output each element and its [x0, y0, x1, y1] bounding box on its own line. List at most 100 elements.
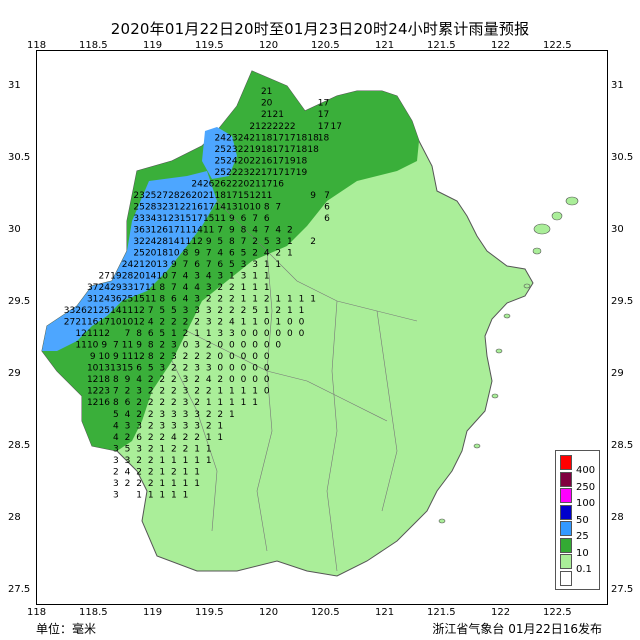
rain-value: 2	[194, 318, 200, 328]
rain-value: 1	[171, 490, 177, 500]
rain-value: 0	[287, 329, 293, 339]
rain-value: 9	[229, 225, 235, 235]
rain-value: 1	[264, 306, 270, 316]
rain-value: 0	[241, 341, 247, 351]
rain-value: 0	[287, 318, 293, 328]
rain-value: 2	[171, 375, 177, 385]
lon-tick-top-119.5: 119.5	[195, 40, 224, 51]
lon-tick-bottom-122: 122	[491, 607, 511, 618]
rain-value: 3	[183, 375, 189, 385]
rain-value: 2	[206, 341, 212, 351]
rain-value: 1	[252, 295, 258, 305]
rain-value: 4	[229, 318, 235, 328]
rain-value: 2	[159, 318, 165, 328]
rain-value: 20	[238, 179, 250, 189]
rain-value: 2	[229, 295, 235, 305]
rain-value: 7	[125, 329, 131, 339]
lon-tick-top-118.5: 118.5	[79, 40, 108, 51]
legend-label: 50	[576, 514, 589, 526]
rain-value: 24	[99, 283, 111, 293]
rain-value: 8	[183, 248, 189, 258]
rain-value: 8	[241, 225, 247, 235]
rain-value: 3	[113, 456, 119, 466]
rain-value: 12	[133, 352, 144, 362]
rain-value: 20	[133, 272, 145, 282]
rain-value: 2	[125, 479, 131, 489]
rain-value: 1	[241, 283, 247, 293]
rain-value: 20	[145, 260, 157, 270]
lat-tick-left-29.5: 29.5	[8, 296, 31, 307]
rain-value: 7	[252, 214, 258, 224]
rain-value: 21	[75, 318, 86, 328]
rain-value: 27	[64, 318, 75, 328]
rain-value: 2	[194, 352, 200, 362]
rain-value: 7	[206, 248, 212, 258]
county-boundaries	[171, 200, 418, 572]
legend-label: 400	[576, 465, 596, 476]
rain-value: 15	[180, 214, 191, 224]
rain-value: 0	[299, 318, 305, 328]
rain-value: 12	[87, 375, 98, 385]
rain-value: 3	[241, 272, 247, 282]
rain-value: 4	[113, 421, 119, 431]
rain-value: 1	[241, 387, 247, 397]
rain-value: 17	[284, 168, 295, 178]
rain-value: 3	[194, 272, 200, 282]
lon-tick-bottom-119: 119	[143, 607, 163, 618]
rain-value: 28	[168, 191, 180, 201]
legend-label: 25	[576, 531, 589, 542]
rain-value: 2	[171, 364, 177, 374]
rain-value: 3	[252, 260, 258, 270]
rain-value: 0	[241, 329, 247, 339]
lat-tick-left-31: 31	[8, 80, 21, 91]
rain-value: 23	[226, 133, 237, 143]
rain-value: 33	[133, 214, 144, 224]
rain-value: 0	[217, 352, 223, 362]
rain-value: 4	[113, 433, 119, 443]
rain-value: 18	[307, 145, 319, 155]
rain-value: 20	[261, 99, 273, 109]
rain-value: 1	[194, 467, 200, 477]
rain-value: 2	[136, 479, 142, 489]
rain-value: 24	[226, 156, 238, 166]
rain-value: 1	[217, 398, 223, 408]
rain-value: 2	[252, 237, 258, 247]
rain-value: 6	[136, 433, 142, 443]
lon-tick-top-120.5: 120.5	[311, 40, 340, 51]
rain-value: 2	[229, 306, 235, 316]
rain-value: 2	[183, 352, 189, 362]
rain-value: 0	[264, 352, 270, 362]
rain-value: 1	[310, 295, 316, 305]
rain-value: 4	[148, 318, 154, 328]
rain-value: 4	[125, 467, 131, 477]
rain-value: 0	[183, 341, 189, 351]
rain-value: 1	[287, 306, 293, 316]
rain-value: 5	[229, 260, 235, 270]
rain-value: 21	[273, 110, 284, 120]
rain-value: 2	[194, 375, 200, 385]
rain-value: 7	[148, 306, 154, 316]
rain-value: 1	[252, 398, 258, 408]
rain-value: 3	[159, 364, 165, 374]
rain-value: 11	[122, 352, 133, 362]
rain-value: 8	[148, 352, 154, 362]
rain-value: 19	[110, 272, 122, 282]
map-frame[interactable]: 21 20 17 21 21 17 21 22 22 22 17 17 24 23 24 21 18 17 17 18…	[36, 50, 608, 605]
rain-value: 1	[217, 421, 223, 431]
rain-value: 4	[264, 248, 270, 258]
rain-value: 3	[171, 341, 177, 351]
rain-value: 22	[180, 202, 191, 212]
rain-value: 1	[264, 283, 270, 293]
rain-value: 18	[99, 375, 111, 385]
rain-value: 2	[136, 410, 142, 420]
rain-value: 4	[183, 283, 189, 293]
rain-value: 31	[168, 202, 179, 212]
rain-value: 18	[296, 145, 308, 155]
rain-value: 6	[241, 214, 247, 224]
rain-value: 12	[75, 329, 86, 339]
rain-value: 2	[310, 237, 316, 247]
rain-value: 8	[159, 295, 165, 305]
rain-value: 1	[275, 295, 281, 305]
rain-value: 3	[159, 421, 165, 431]
rain-value: 6	[264, 214, 270, 224]
